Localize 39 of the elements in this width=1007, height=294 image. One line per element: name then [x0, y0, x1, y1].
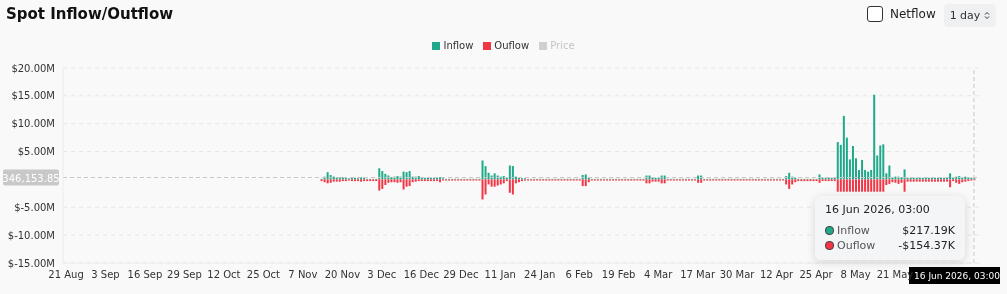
- x-tick-label: 29 Sep: [167, 269, 202, 281]
- chart-title: Spot Inflow/Outflow: [6, 5, 174, 23]
- annotation: $217.19K: [902, 224, 955, 237]
- x-tick-label: 20 Nov: [324, 269, 361, 281]
- x-tick-label: 25 Oct: [246, 269, 281, 281]
- y-tick-label: $-10.00M: [7, 229, 55, 241]
- x-tick-label: 29 Dec: [443, 269, 479, 281]
- text: Ouflow: [837, 239, 876, 252]
- x-tick-label: 16 Dec: [403, 269, 439, 281]
- x-tick-label: 11 Jan: [484, 269, 516, 281]
- annotation: 16 Jun 2026, 03:00: [825, 203, 931, 216]
- x-tick-label: 21 Aug: [48, 269, 84, 281]
- dropdown: 1 day: [944, 4, 996, 27]
- y-tick-label: $5.00M: [17, 146, 55, 158]
- x-tick-label: 19 Feb: [601, 269, 636, 281]
- x-tick-label: 24 Jan: [524, 269, 556, 281]
- legend-label: Inflow: [442, 40, 474, 51]
- annotation: -$154.37K: [898, 239, 955, 252]
- x-tick-label: 25 Apr: [799, 269, 834, 281]
- x-tick-label: 6 Feb: [565, 269, 593, 281]
- y-tick-label: $-15.00M: [7, 257, 55, 269]
- y-tick-label: $-5.00M: [14, 201, 55, 213]
- x-tick-label: 16 Sep: [127, 269, 163, 281]
- x-tick-label: 12 Apr: [759, 269, 795, 281]
- text: Inflow: [837, 224, 870, 237]
- text: Netflow: [890, 7, 936, 21]
- x-tick-label: 12 Oct: [207, 269, 241, 281]
- x-tick-label: 3 Sep: [91, 269, 120, 281]
- y-tick-label: $15.00M: [11, 90, 55, 102]
- ref-line-label: 16 Jun 2026, 03:00: [914, 271, 1001, 281]
- x-tick-label: 8 May: [840, 269, 871, 281]
- x-tick-label: 17 Mar: [680, 269, 716, 281]
- x-tick-label: 4 Mar: [643, 269, 674, 281]
- x-tick-label: 3 Dec: [367, 269, 397, 281]
- legend-label: Ouflow: [493, 40, 530, 51]
- x-tick-label: 30 Mar: [719, 269, 756, 281]
- y-tick-label: $10.00M: [11, 118, 55, 130]
- x-tick-label: 7 Nov: [288, 269, 318, 281]
- y-tick-label: $20.00M: [11, 62, 55, 74]
